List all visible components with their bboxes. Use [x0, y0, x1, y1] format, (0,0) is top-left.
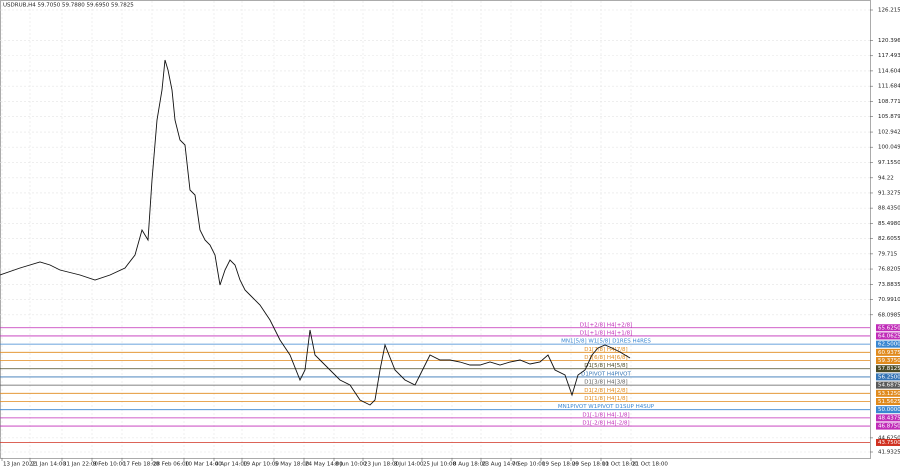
x-tick-label: 9 Feb 10:00	[93, 462, 126, 468]
x-tick-label: 21 Oct 18:00	[632, 462, 668, 468]
price-tag	[876, 365, 900, 373]
price-tag	[876, 389, 900, 397]
y-tick-label: 117.4935	[878, 53, 900, 59]
price-tag	[876, 324, 900, 332]
plot-frame	[0, 0, 871, 459]
price-tag	[876, 340, 900, 348]
level-label: D1PIVOT H4PIVOT	[581, 371, 631, 377]
price-tag	[876, 406, 900, 414]
level-label: MN1[5/8] W1[5/8] D1RES H4RES	[561, 339, 651, 345]
level-label: D1[6/8] H4[6/8]	[584, 355, 627, 361]
level-label: MN1PIVOT W1PIVOT D1SUP H4SUP	[558, 404, 655, 410]
price-tag-label: 64.0625	[878, 333, 900, 339]
x-tick-label: 8 Aug 18:00	[453, 462, 487, 468]
level-label: D1[2/8] H4[2/8]	[584, 388, 627, 394]
x-tick-label: 13 Jan 2022	[3, 462, 36, 468]
x-tick-label: 19 Sep 18:00	[542, 462, 579, 468]
x-tick-label: 24 May 14:00	[305, 462, 343, 468]
price-tag	[876, 397, 900, 405]
price-tag	[876, 332, 900, 340]
price-tag-label: 59.3750	[878, 358, 900, 364]
price-tag-label: 51.5625	[878, 399, 900, 405]
x-tick-label: 5 May 18:00	[275, 462, 310, 468]
x-tick-label: 28 Feb 06:00	[153, 462, 190, 468]
x-tick-label: 8 Jul 14:00	[394, 462, 424, 468]
price-tag	[876, 422, 900, 430]
y-tick-label: 41.9325	[878, 450, 900, 456]
x-tick-label: 4 Apr 14:00	[215, 462, 248, 468]
y-tick-label: 68.0985	[878, 312, 900, 318]
y-tick-label: 94.22	[878, 175, 894, 181]
x-tick-label: 7 Sep 10:00	[512, 462, 546, 468]
level-label: D1[7/8] H4[7/8]	[584, 347, 627, 353]
price-tag-label: 60.9375	[878, 350, 900, 356]
y-tick-label: 70.9910	[878, 297, 900, 303]
price-tag-label: 46.8750	[878, 424, 900, 430]
price-tag	[876, 348, 900, 356]
x-tick-label: 11 Oct 18:00	[602, 462, 638, 468]
y-tick-label: 111.6840	[878, 84, 900, 90]
y-tick-label: 120.3960	[878, 38, 900, 44]
y-tick-label: 73.8835	[878, 282, 900, 288]
y-tick-label: 76.8205	[878, 267, 900, 273]
x-tick-label: 8 Jun 10:00	[335, 462, 367, 468]
price-tag	[876, 357, 900, 365]
price-tag-label: 56.2500	[878, 374, 900, 380]
price-tag	[876, 414, 900, 422]
y-tick-label: 91.3275	[878, 190, 900, 196]
level-label: D1[3/8] H4[3/8]	[584, 380, 627, 386]
chart-title: USDRUB,H4 59.7050 59.7880 59.6950 59.782…	[3, 3, 134, 9]
y-tick-label: 100.0495	[878, 145, 900, 151]
y-tick-label: 108.7715	[878, 99, 900, 105]
level-label: D1[-2/8] H4[-2/8]	[582, 421, 629, 427]
price-tag-label: 62.5000	[878, 342, 900, 348]
y-tick-label: 102.9420	[878, 130, 900, 136]
y-tick-label: 88.4350	[878, 206, 900, 212]
y-tick-label: 105.8790	[878, 114, 900, 120]
price-tag-label: 54.6875	[878, 383, 900, 389]
y-tick-label: 85.4980	[878, 221, 900, 227]
x-tick-label: 25 Jul 10:00	[423, 462, 456, 468]
price-tag-label: 48.4375	[878, 415, 900, 421]
x-tick-label: 23 Jun 18:00	[364, 462, 399, 468]
y-tick-label: 97.1550	[878, 160, 900, 166]
level-label: D1[-1/8] H4[-1/8]	[582, 412, 629, 418]
price-tag	[876, 438, 900, 446]
level-label: D1[+2/8] H4[+2/8]	[580, 322, 633, 328]
price-tag	[876, 373, 900, 381]
price-line	[0, 59, 631, 406]
price-tag-label: 65.6250	[878, 325, 900, 331]
x-tick-label: 17 Feb 18:00	[123, 462, 160, 468]
x-tick-label: 21 Jan 14:00	[31, 462, 66, 468]
y-tick-label: 82.6055	[878, 236, 900, 242]
y-tick-label: 44.6250	[878, 435, 900, 441]
level-label: D1[5/8] H4[5/8]	[584, 363, 627, 369]
level-label: D1[1/8] H4[1/8]	[584, 396, 627, 402]
y-tick-label: 114.604	[878, 68, 900, 74]
price-tag-label: 57.8125	[878, 366, 900, 372]
level-label: D1[+1/8] H4[+1/8]	[580, 330, 633, 336]
y-tick-label: 126.2155	[878, 8, 900, 14]
x-tick-label: 29 Sep 18:00	[572, 462, 609, 468]
price-tag-label: 43.7500	[878, 440, 900, 446]
price-tag-label: 53.1250	[878, 391, 900, 397]
x-tick-label: 31 Jan 22:00	[63, 462, 98, 468]
x-tick-label: 23 Aug 14:00	[482, 462, 520, 468]
y-tick-label: 79.715	[878, 251, 898, 257]
x-tick-label: 10 Mar 14:00	[185, 462, 222, 468]
price-tag-label: 50.0000	[878, 407, 900, 413]
price-tag	[876, 381, 900, 389]
x-tick-label: 19 Apr 10:00	[243, 462, 279, 468]
